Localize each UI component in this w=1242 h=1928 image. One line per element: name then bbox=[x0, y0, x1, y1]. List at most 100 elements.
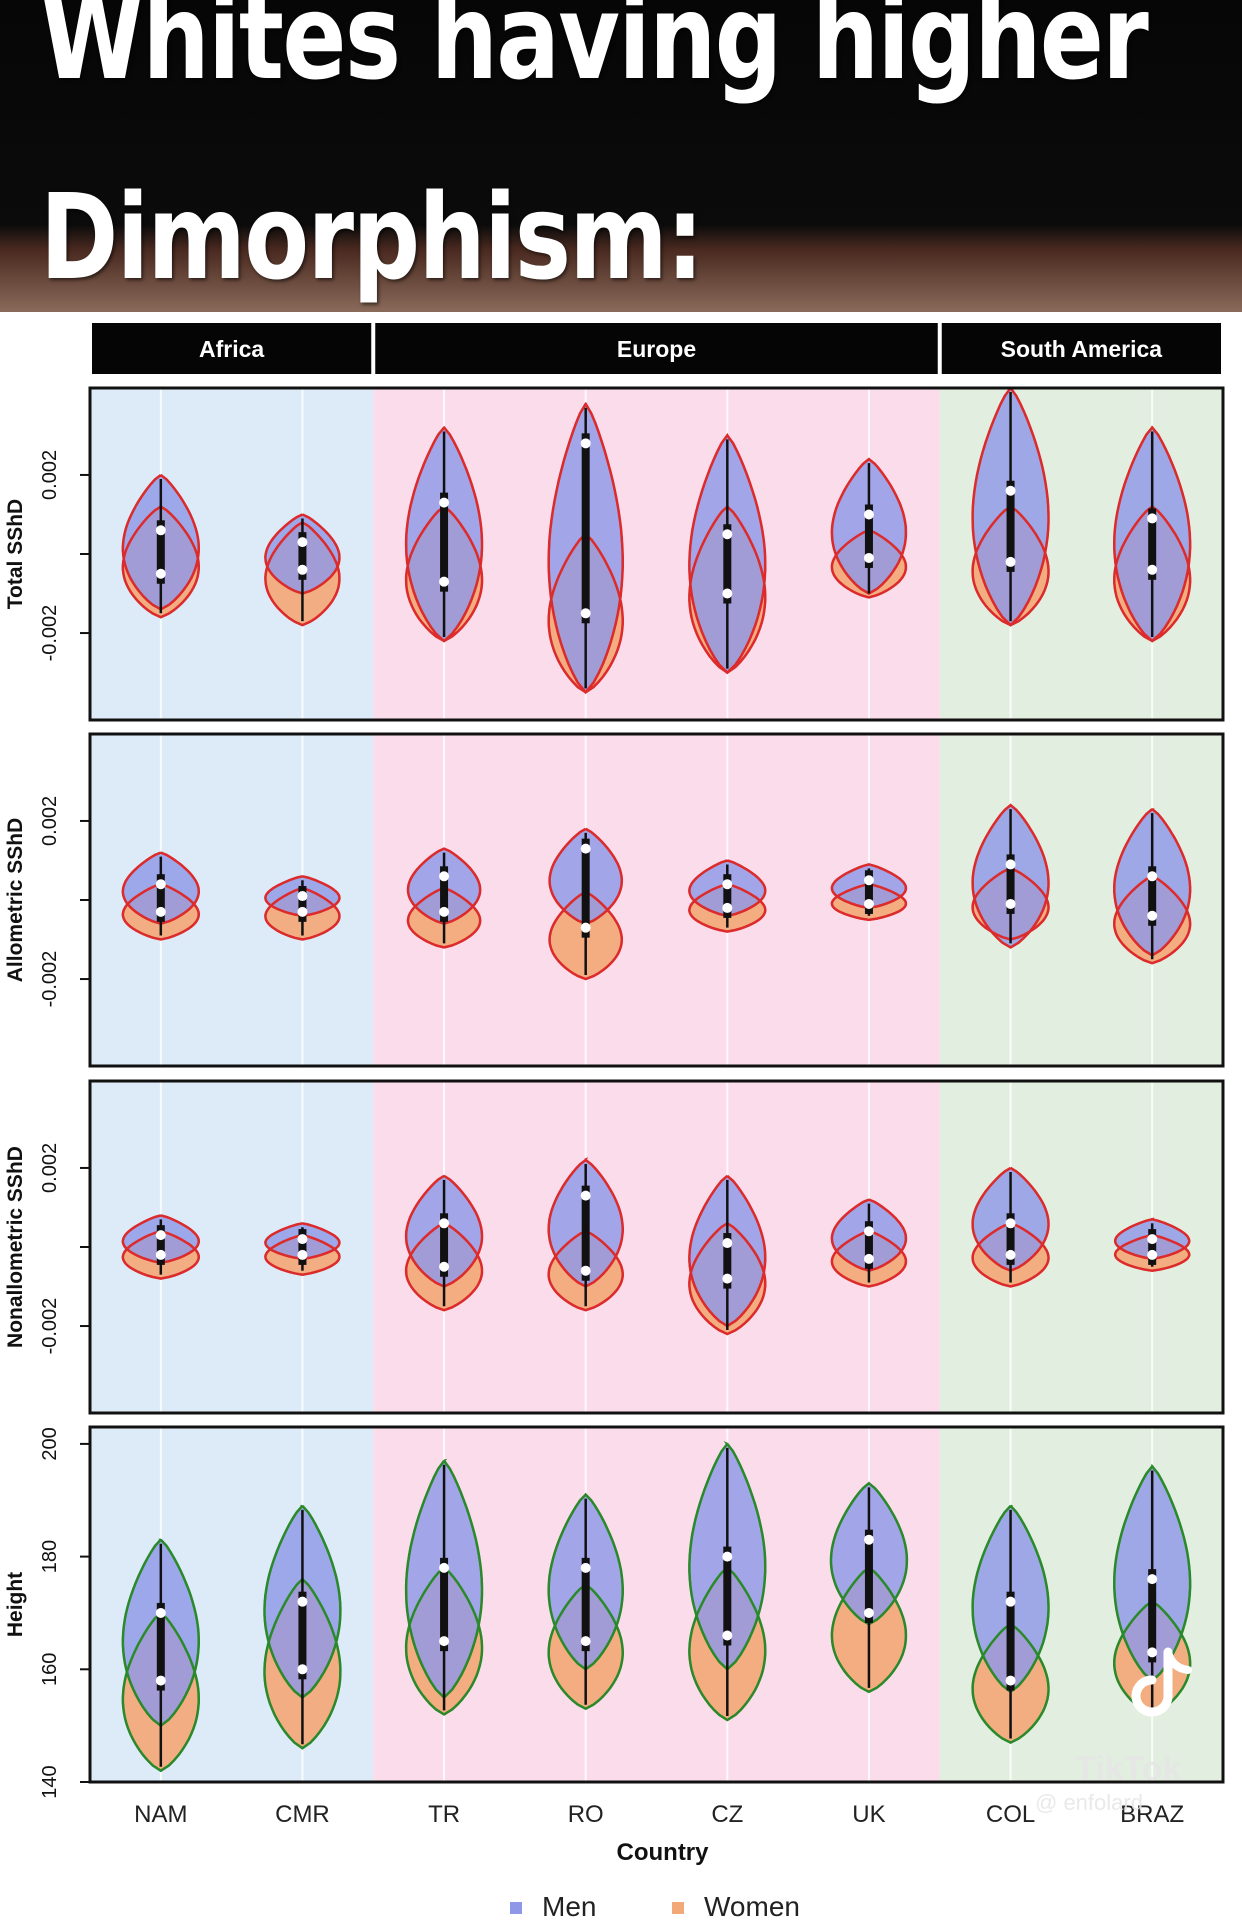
violin-women-outline-2-CZ bbox=[688, 1222, 767, 1336]
box-0-CMR bbox=[298, 532, 307, 580]
median-women-0-RO bbox=[580, 608, 591, 619]
box-3-COL bbox=[1006, 1591, 1015, 1691]
legend-label-0: Men bbox=[542, 1891, 596, 1922]
violin-women-outline-3-RO bbox=[547, 1583, 624, 1711]
violin-women-outline-3-CMR bbox=[263, 1577, 342, 1750]
median-men-3-UK bbox=[863, 1534, 874, 1545]
tiktok-logo-icon bbox=[1131, 1647, 1173, 1717]
xtick-label-NAM: NAM bbox=[134, 1801, 187, 1828]
median-women-1-BRAZ bbox=[1147, 910, 1158, 921]
median-men-0-BRAZ bbox=[1147, 513, 1158, 524]
box-2-COL bbox=[1006, 1213, 1015, 1265]
median-women-0-CMR bbox=[297, 564, 308, 575]
violin-women-outline-0-BRAZ bbox=[1113, 505, 1192, 643]
median-men-3-TR bbox=[439, 1562, 450, 1573]
median-men-0-UK bbox=[863, 509, 874, 520]
box-2-CZ bbox=[723, 1233, 732, 1289]
box-0-RO bbox=[581, 433, 590, 624]
violin-women-outline-3-NAM bbox=[121, 1612, 200, 1773]
ytick-label-1-0: -0.002 bbox=[39, 951, 61, 1008]
ytick-label-3-1: 160 bbox=[39, 1653, 61, 1686]
panel-0: -0.002 0.002 Total SShD bbox=[4, 386, 1225, 722]
box-1-BRAZ bbox=[1148, 866, 1157, 926]
title-banner: Whites having higher Dimorphism: bbox=[0, 0, 1242, 312]
xtick-label-RO: RO bbox=[568, 1801, 604, 1828]
region-label-1: Europe bbox=[617, 336, 696, 362]
violin-women-outline-2-UK bbox=[830, 1229, 908, 1288]
box-2-CMR bbox=[298, 1229, 307, 1265]
median-women-0-UK bbox=[863, 552, 874, 563]
box-3-RO bbox=[581, 1557, 590, 1652]
box-0-NAM bbox=[156, 520, 165, 584]
median-women-1-RO bbox=[580, 922, 591, 933]
box-0-COL bbox=[1006, 480, 1015, 572]
violin-women-outline-0-RO bbox=[547, 530, 624, 694]
median-men-1-RO bbox=[580, 843, 591, 854]
violin-women-outline-2-TR bbox=[404, 1222, 484, 1312]
violin-chart: Africa Europe South America -0.002 0.002 Tota… bbox=[4, 323, 1225, 1922]
median-men-2-CZ bbox=[722, 1238, 733, 1249]
median-women-0-COL bbox=[1005, 556, 1016, 567]
legend-swatch-0 bbox=[510, 1902, 522, 1914]
median-women-2-TR bbox=[439, 1261, 450, 1272]
median-men-0-CMR bbox=[297, 537, 308, 548]
median-men-3-COL bbox=[1005, 1596, 1016, 1607]
region-label-0: Africa bbox=[199, 336, 264, 362]
box-1-RO bbox=[581, 838, 590, 938]
median-men-2-TR bbox=[439, 1218, 450, 1229]
violin-women-outline-0-CZ bbox=[688, 505, 767, 675]
median-women-2-CZ bbox=[722, 1273, 733, 1284]
violin-women-outline-0-UK bbox=[830, 529, 908, 599]
box-3-TR bbox=[440, 1557, 449, 1652]
median-women-1-CMR bbox=[297, 906, 308, 917]
box-3-UK bbox=[864, 1529, 873, 1623]
median-men-0-COL bbox=[1005, 485, 1016, 496]
box-2-NAM bbox=[156, 1225, 165, 1265]
ylabel-1: Allometric SShD bbox=[4, 818, 27, 983]
median-men-1-BRAZ bbox=[1147, 871, 1158, 882]
ytick-label-0-2: 0.002 bbox=[39, 450, 61, 500]
legend-label-1: Women bbox=[704, 1891, 800, 1922]
violin-women-outline-1-UK bbox=[830, 882, 908, 922]
violin-women-outline-2-RO bbox=[547, 1230, 624, 1312]
median-women-0-NAM bbox=[155, 568, 166, 579]
median-men-2-BRAZ bbox=[1147, 1234, 1158, 1245]
tiktok-handle: @ enfolard bbox=[1035, 1790, 1143, 1815]
ytick-label-3-2: 180 bbox=[39, 1540, 61, 1573]
box-3-CMR bbox=[298, 1591, 307, 1680]
median-women-0-CZ bbox=[722, 588, 733, 599]
panel-3: 140 160 180 200 Height bbox=[4, 1425, 1225, 1799]
box-0-BRAZ bbox=[1148, 508, 1157, 580]
median-men-1-NAM bbox=[155, 879, 166, 890]
tiktok-watermark: TikTok@ enfolard bbox=[1035, 1647, 1192, 1815]
region-label-2: South America bbox=[1001, 336, 1163, 362]
xtick-label-UK: UK bbox=[852, 1801, 885, 1828]
tiktok-logo-icon-tail bbox=[1164, 1648, 1192, 1674]
median-men-0-RO bbox=[580, 438, 591, 449]
median-men-2-NAM bbox=[155, 1230, 166, 1241]
violin-women-outline-0-CMR bbox=[264, 521, 341, 627]
median-women-1-UK bbox=[863, 898, 874, 909]
box-3-BRAZ bbox=[1148, 1569, 1157, 1663]
violin-women-outline-1-RO bbox=[548, 890, 624, 981]
ytick-label-2-0: -0.002 bbox=[39, 1298, 61, 1355]
box-2-BRAZ bbox=[1148, 1229, 1157, 1265]
median-women-3-TR bbox=[439, 1636, 450, 1647]
box-3-NAM bbox=[156, 1602, 165, 1691]
ylabel-2: Nonallometric SShD bbox=[4, 1146, 27, 1348]
violin-women-outline-3-COL bbox=[971, 1622, 1050, 1744]
median-men-2-CMR bbox=[297, 1234, 308, 1245]
median-women-2-CMR bbox=[297, 1249, 308, 1260]
median-men-1-CZ bbox=[722, 879, 733, 890]
violin-women-outline-1-CMR bbox=[264, 885, 341, 941]
region-header-2 bbox=[941, 323, 1221, 374]
xtick-label-CMR: CMR bbox=[275, 1801, 330, 1828]
violin-women-outline-2-COL bbox=[971, 1222, 1050, 1288]
ylabel-0: Total SShD bbox=[4, 499, 27, 609]
median-men-3-RO bbox=[580, 1562, 591, 1573]
median-women-3-BRAZ bbox=[1147, 1647, 1158, 1658]
median-men-1-TR bbox=[439, 871, 450, 882]
box-3-CZ bbox=[723, 1546, 732, 1646]
median-women-3-CMR bbox=[297, 1664, 308, 1675]
region-header-1 bbox=[375, 323, 938, 374]
